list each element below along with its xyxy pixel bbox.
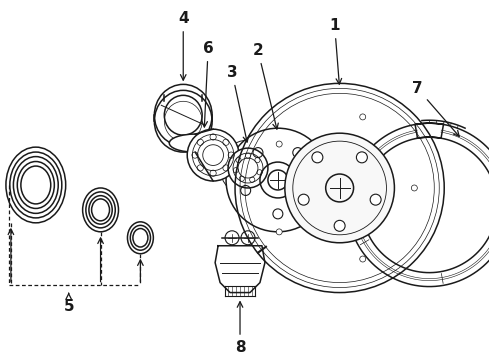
Circle shape [334,220,345,231]
Circle shape [285,133,394,243]
Circle shape [228,148,268,188]
Ellipse shape [169,134,221,152]
Text: 8: 8 [235,302,245,355]
Circle shape [226,128,330,232]
Circle shape [360,114,366,120]
Circle shape [187,129,239,181]
Circle shape [298,194,309,205]
Circle shape [370,194,381,205]
Circle shape [241,231,255,245]
Text: 3: 3 [227,65,248,142]
Circle shape [356,152,368,163]
Text: 7: 7 [412,81,459,136]
Circle shape [225,231,239,245]
Text: 1: 1 [329,18,342,84]
Circle shape [276,141,282,147]
Text: 2: 2 [252,43,278,129]
Circle shape [360,256,366,262]
Text: 4: 4 [178,11,189,80]
Circle shape [412,185,417,191]
Text: 6: 6 [202,41,214,127]
Circle shape [312,152,323,163]
Text: 5: 5 [63,293,74,314]
Circle shape [276,229,282,235]
